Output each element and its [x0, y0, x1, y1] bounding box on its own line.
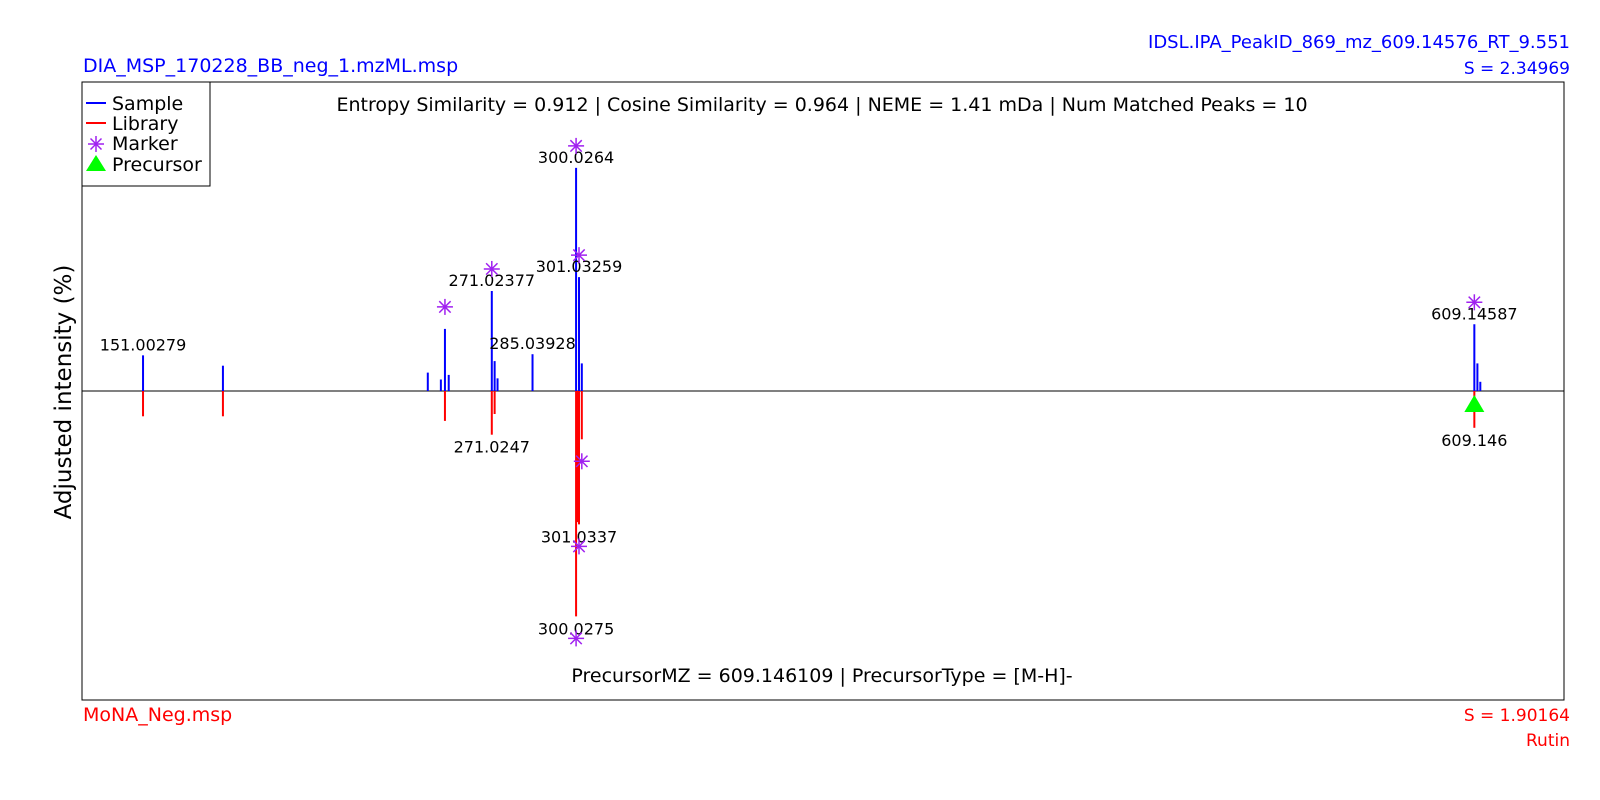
library-file-label: MoNA_Neg.msp — [83, 704, 233, 726]
legend-library-label: Library — [112, 113, 178, 135]
chart-subtitle: PrecursorMZ = 609.146109 | PrecursorType… — [571, 665, 1072, 687]
sample-peak-marker — [1466, 294, 1483, 311]
sample-peak-label: 285.03928 — [489, 334, 576, 353]
library-peak-marker — [571, 538, 588, 555]
legend-precursor-label: Precursor — [112, 154, 202, 176]
sample-peak-label: 151.00279 — [100, 335, 187, 354]
library-peak-marker — [568, 630, 585, 647]
peaks-layer — [142, 167, 1482, 617]
sample-peak-marker — [483, 260, 500, 277]
library-peak-label: 609.146 — [1441, 431, 1507, 450]
library-peak-label: 271.0247 — [454, 438, 530, 457]
library-peak-label: 300.0275 — [538, 619, 614, 638]
sample-peak-marker — [568, 137, 585, 154]
library-score-label: S = 1.90164 — [1463, 706, 1570, 726]
peak-id-label: IDSL.IPA_PeakID_869_mz_609.14576_RT_9.55… — [1148, 32, 1570, 53]
sample-file-label: DIA_MSP_170228_BB_neg_1.mzML.msp — [83, 55, 459, 77]
legend-marker-icon — [88, 136, 104, 152]
sample-peak-marker — [571, 247, 588, 264]
precursor-layer — [1464, 395, 1485, 412]
library-peak-label: 301.0337 — [541, 527, 617, 546]
sample-peak-label: 301.03259 — [536, 257, 623, 276]
compound-name-label: Rutin — [1526, 731, 1570, 751]
legend-marker-label: Marker — [112, 133, 178, 155]
sample-peak-label: 609.14587 — [1431, 304, 1518, 323]
chart-title: Entropy Similarity = 0.912 | Cosine Simi… — [336, 94, 1307, 116]
sample-peak-label: 271.02377 — [449, 271, 536, 290]
sample-peak-marker — [436, 298, 453, 315]
legend: Sample Library Marker Precursor — [81, 81, 211, 187]
labels-layer: 151.00279 271.02377 285.03928 300.0264 301.0… — [100, 148, 1518, 639]
precursor-triangle — [1464, 395, 1485, 412]
y-axis-label: Adjusted intensity (%) — [51, 264, 77, 520]
library-peak-marker — [573, 453, 590, 470]
legend-precursor-icon — [86, 155, 106, 171]
sample-score-label: S = 2.34969 — [1463, 59, 1570, 79]
markers-layer — [436, 137, 1483, 647]
legend-sample-label: Sample — [112, 93, 183, 115]
sample-peak-label: 300.0264 — [538, 148, 614, 167]
